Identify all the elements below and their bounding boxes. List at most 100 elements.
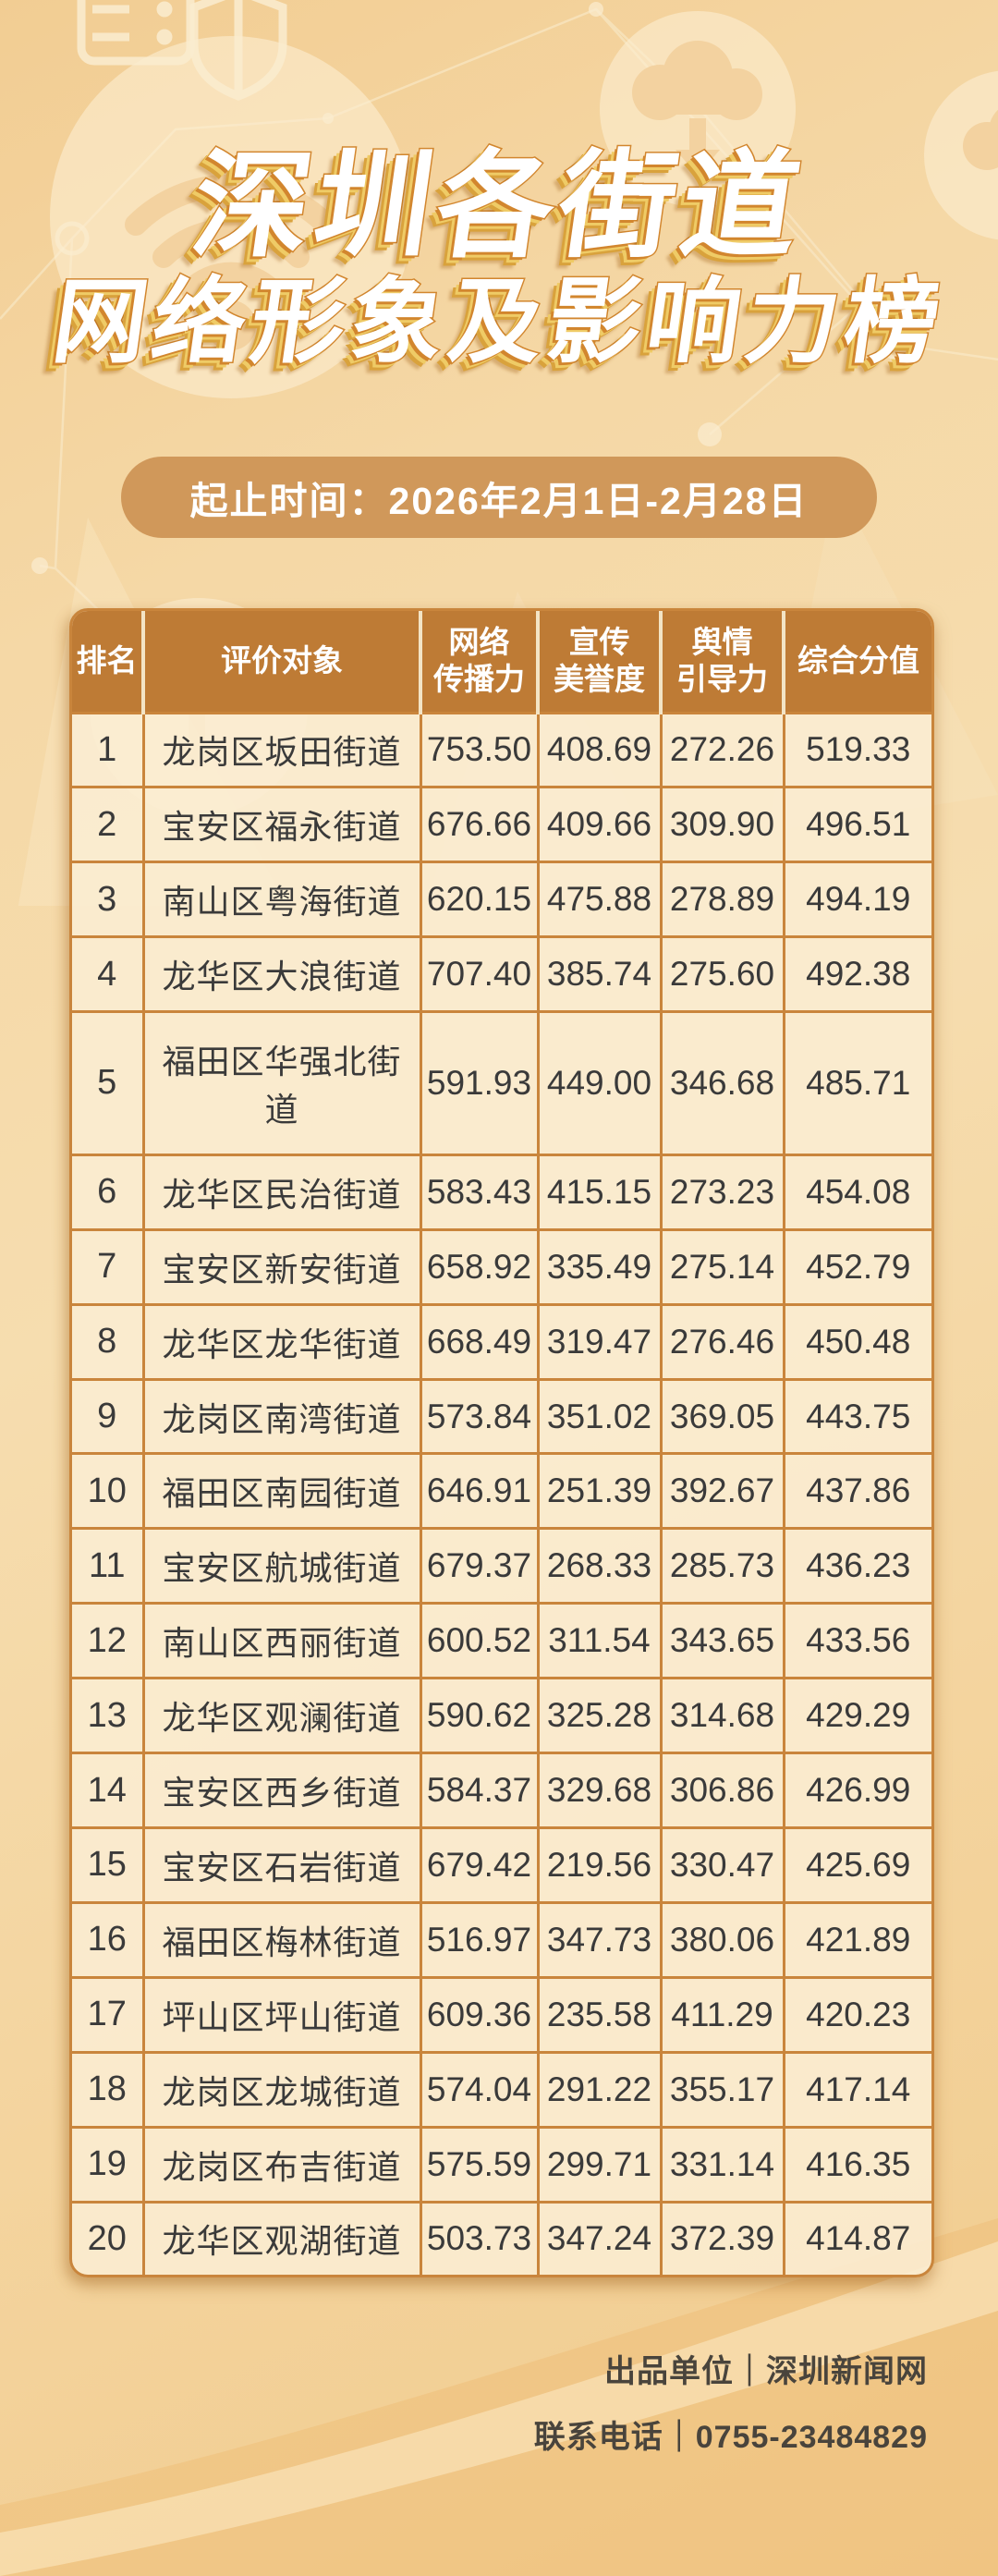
- rank-cell: 12: [72, 1602, 145, 1680]
- street-name-cell: 福田区梅林街道: [141, 1900, 422, 1979]
- reputation-score-cell: 408.69: [536, 711, 663, 789]
- reputation-score-cell: 385.74: [536, 935, 663, 1014]
- total-score-cell: 429.29: [782, 1677, 931, 1755]
- column-header-text: 引导力: [676, 662, 768, 697]
- total-score-cell: 436.23: [782, 1527, 931, 1605]
- rank-cell: 3: [72, 861, 145, 939]
- table-row: 10 福田区南园街道 646.91 251.39 392.67 437.86: [72, 1452, 931, 1531]
- guidance-score-cell: 411.29: [659, 1975, 785, 2054]
- table-header-row: 排名 评价对象 网络 传播力 宣传 美誉度 舆情 引导力 综合分值: [72, 611, 931, 714]
- guidance-score-cell: 330.47: [659, 1826, 785, 1904]
- reputation-score-cell: 351.02: [536, 1377, 663, 1456]
- table-row: 14 宝安区西乡街道 584.37 329.68 306.86 426.99: [72, 1752, 931, 1829]
- column-header-target: 评价对象: [143, 611, 422, 714]
- reputation-score-cell: 235.58: [536, 1975, 663, 2054]
- guidance-score-cell: 306.86: [659, 1752, 785, 1829]
- guidance-score-cell: 272.26: [659, 711, 785, 789]
- rank-cell: 18: [72, 2050, 145, 2129]
- total-score-cell: 454.08: [782, 1153, 931, 1231]
- column-header-rank: 排名: [72, 611, 145, 714]
- spread-score-cell: 753.50: [419, 711, 540, 789]
- reputation-score-cell: 475.88: [536, 861, 663, 939]
- total-score-cell: 437.86: [782, 1452, 931, 1531]
- street-name-cell: 龙华区龙华街道: [141, 1302, 422, 1381]
- total-score-cell: 492.38: [782, 935, 931, 1014]
- guidance-score-cell: 355.17: [659, 2050, 785, 2129]
- street-name-cell: 龙华区观澜街道: [141, 1677, 422, 1755]
- guidance-score-cell: 331.14: [659, 2125, 785, 2204]
- guidance-score-cell: 275.60: [659, 935, 785, 1014]
- table-row: 2 宝安区福永街道 676.66 409.66 309.90 496.51: [72, 786, 931, 864]
- spread-score-cell: 679.42: [419, 1826, 540, 1904]
- title-line-1: 深圳各街道: [184, 140, 815, 273]
- rank-cell: 1: [72, 711, 145, 789]
- rank-cell: 19: [72, 2125, 145, 2204]
- rank-cell: 7: [72, 1227, 145, 1306]
- table-row: 11 宝安区航城街道 679.37 268.33 285.73 436.23: [72, 1527, 931, 1605]
- street-name-cell: 龙岗区布吉街道: [141, 2125, 422, 2204]
- rank-cell: 2: [72, 786, 145, 864]
- total-score-cell: 420.23: [782, 1975, 931, 2054]
- reputation-score-cell: 319.47: [536, 1302, 663, 1381]
- rank-cell: 4: [72, 935, 145, 1014]
- street-name-cell: 龙华区民治街道: [141, 1153, 422, 1231]
- table-row: 8 龙华区龙华街道 668.49 319.47 276.46 450.48: [72, 1302, 931, 1381]
- date-range-text: 起止时间：2026年2月1日-2月28日: [189, 480, 809, 522]
- total-score-cell: 494.19: [782, 861, 931, 939]
- table-row: 12 南山区西丽街道 600.52 311.54 343.65 433.56: [72, 1602, 931, 1680]
- rank-cell: 6: [72, 1153, 145, 1231]
- reputation-score-cell: 251.39: [536, 1452, 663, 1531]
- rank-cell: 5: [72, 1010, 145, 1156]
- reputation-score-cell: 299.71: [536, 2125, 663, 2204]
- column-header-reputation: 宣传 美誉度: [538, 611, 663, 714]
- street-name-cell: 龙华区大浪街道: [141, 935, 422, 1014]
- street-name-cell: 龙岗区龙城街道: [141, 2050, 422, 2129]
- column-header-text: 网络: [448, 625, 510, 659]
- table-header: 排名 评价对象 网络 传播力 宣传 美誉度 舆情 引导力 综合分值: [72, 611, 931, 714]
- street-name-cell: 坪山区坪山街道: [141, 1975, 422, 2054]
- total-score-cell: 421.89: [782, 1900, 931, 1979]
- street-name-cell: 南山区西丽街道: [141, 1602, 422, 1680]
- guidance-score-cell: 275.14: [659, 1227, 785, 1306]
- guidance-score-cell: 346.68: [659, 1010, 785, 1156]
- server-icon: [77, 0, 195, 66]
- total-score-cell: 452.79: [782, 1227, 931, 1306]
- ranking-table: 排名 评价对象 网络 传播力 宣传 美誉度 舆情 引导力 综合分值 1 龙岗区坂田街道 753.50…: [72, 611, 931, 2275]
- guidance-score-cell: 369.05: [659, 1377, 785, 1456]
- spread-score-cell: 609.36: [419, 1975, 540, 2054]
- column-header-guidance: 舆情 引导力: [661, 611, 785, 714]
- reputation-score-cell: 415.15: [536, 1153, 663, 1231]
- spread-score-cell: 668.49: [419, 1302, 540, 1381]
- table-row: 7 宝安区新安街道 658.92 335.49 275.14 452.79: [72, 1227, 931, 1306]
- spread-score-cell: 646.91: [419, 1452, 540, 1531]
- title-line-2: 网络形象及影响力榜: [45, 270, 953, 376]
- table-body: 1 龙岗区坂田街道 753.50 408.69 272.26 519.33 2 宝安区福永街道…: [72, 711, 931, 2275]
- spread-score-cell: 516.97: [419, 1900, 540, 1979]
- total-score-cell: 450.48: [782, 1302, 931, 1381]
- column-header-total: 综合分值: [784, 611, 931, 714]
- total-score-cell: 443.75: [782, 1377, 931, 1456]
- total-score-cell: 426.99: [782, 1752, 931, 1829]
- guidance-score-cell: 314.68: [659, 1677, 785, 1755]
- reputation-score-cell: 335.49: [536, 1227, 663, 1306]
- table-row: 15 宝安区石岩街道 679.42 219.56 330.47 425.69: [72, 1826, 931, 1904]
- total-score-cell: 416.35: [782, 2125, 931, 2204]
- street-name-cell: 宝安区西乡街道: [141, 1752, 422, 1829]
- spread-score-cell: 583.43: [419, 1153, 540, 1231]
- spread-score-cell: 658.92: [419, 1227, 540, 1306]
- guidance-score-cell: 276.46: [659, 1302, 785, 1381]
- table-row: 13 龙华区观澜街道 590.62 325.28 314.68 429.29: [72, 1677, 931, 1755]
- reputation-score-cell: 329.68: [536, 1752, 663, 1829]
- spread-score-cell: 676.66: [419, 786, 540, 864]
- reputation-score-cell: 325.28: [536, 1677, 663, 1755]
- rank-cell: 16: [72, 1900, 145, 1979]
- table-row: 9 龙岗区南湾街道 573.84 351.02 369.05 443.75: [72, 1377, 931, 1456]
- spread-score-cell: 503.73: [419, 2200, 540, 2275]
- spread-score-cell: 584.37: [419, 1752, 540, 1829]
- reputation-score-cell: 347.73: [536, 1900, 663, 1979]
- table-row: 18 龙岗区龙城街道 574.04 291.22 355.17 417.14: [72, 2050, 931, 2129]
- street-name-cell: 龙华区观湖街道: [141, 2200, 422, 2275]
- rank-cell: 10: [72, 1452, 145, 1531]
- guidance-score-cell: 285.73: [659, 1527, 785, 1605]
